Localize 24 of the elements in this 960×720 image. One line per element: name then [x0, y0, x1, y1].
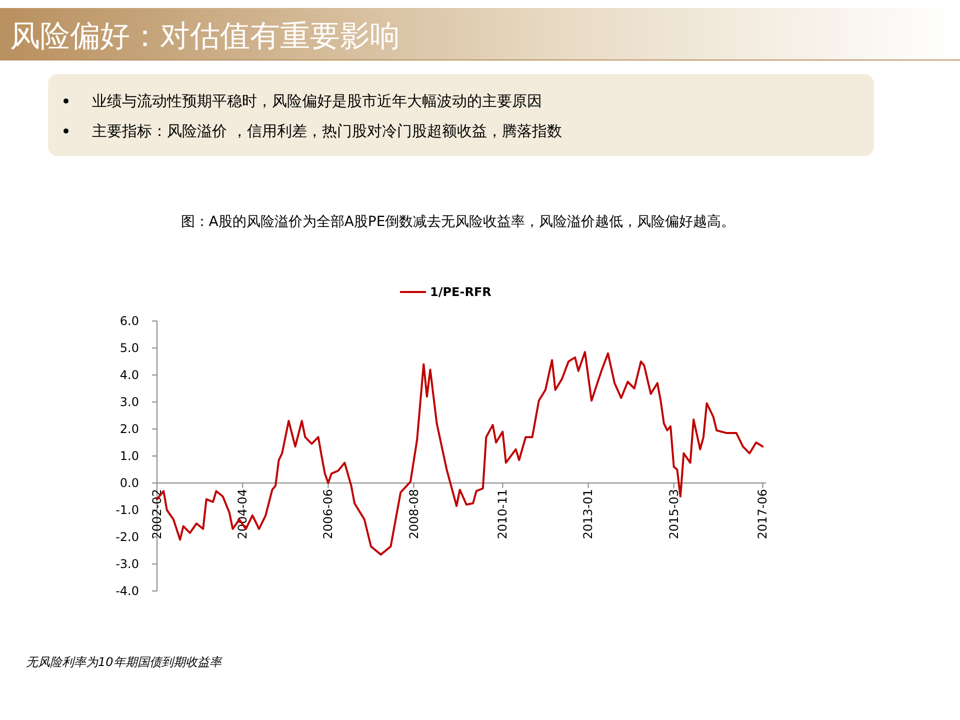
y-tick-label: -3.0 — [116, 557, 139, 571]
text: 主要指标：风险溢价 ，信用利差，热门股对冷门股超额收益，腾落指数 — [92, 122, 562, 140]
x-tick-label: 2015-03 — [666, 489, 681, 540]
text: 业绩与流动性预期平稳时，风险偏好是股市近年大幅波动的主要原因 — [92, 92, 542, 110]
y-tick-label: 1.0 — [120, 449, 139, 463]
x-tick-label: 2017-06 — [756, 489, 770, 540]
text: 图：A股的风险溢价为全部A股PE倒数减去无风险收益率，风险溢价越低，风险偏好越高。 — [180, 214, 736, 230]
y-tick-label: 0.0 — [120, 476, 139, 490]
y-tick-label: -1.0 — [116, 503, 139, 517]
x-tick-label: 2002-02 — [150, 489, 164, 540]
x-tick-label: 2008-08 — [406, 489, 421, 540]
y-tick-label: 4.0 — [120, 368, 139, 382]
x-tick-label: 2010-11 — [496, 489, 510, 540]
legend-label: 1/PE-RFR — [430, 285, 492, 299]
y-tick-label: 6.0 — [120, 314, 139, 328]
y-tick-label: 3.0 — [120, 395, 139, 409]
y-tick-label: -4.0 — [116, 584, 139, 598]
y-tick-label: 2.0 — [120, 422, 139, 436]
y-tick-label: -2.0 — [116, 530, 139, 544]
x-tick-label: 2006-06 — [321, 489, 336, 540]
y-tick-label: 5.0 — [120, 341, 139, 355]
text: 无风险利率为10年期国债到期收益率 — [26, 655, 224, 669]
x-tick-label: 2013-01 — [581, 489, 596, 540]
chart-title: 风险偏好：对估值有重要影响 — [10, 19, 400, 54]
